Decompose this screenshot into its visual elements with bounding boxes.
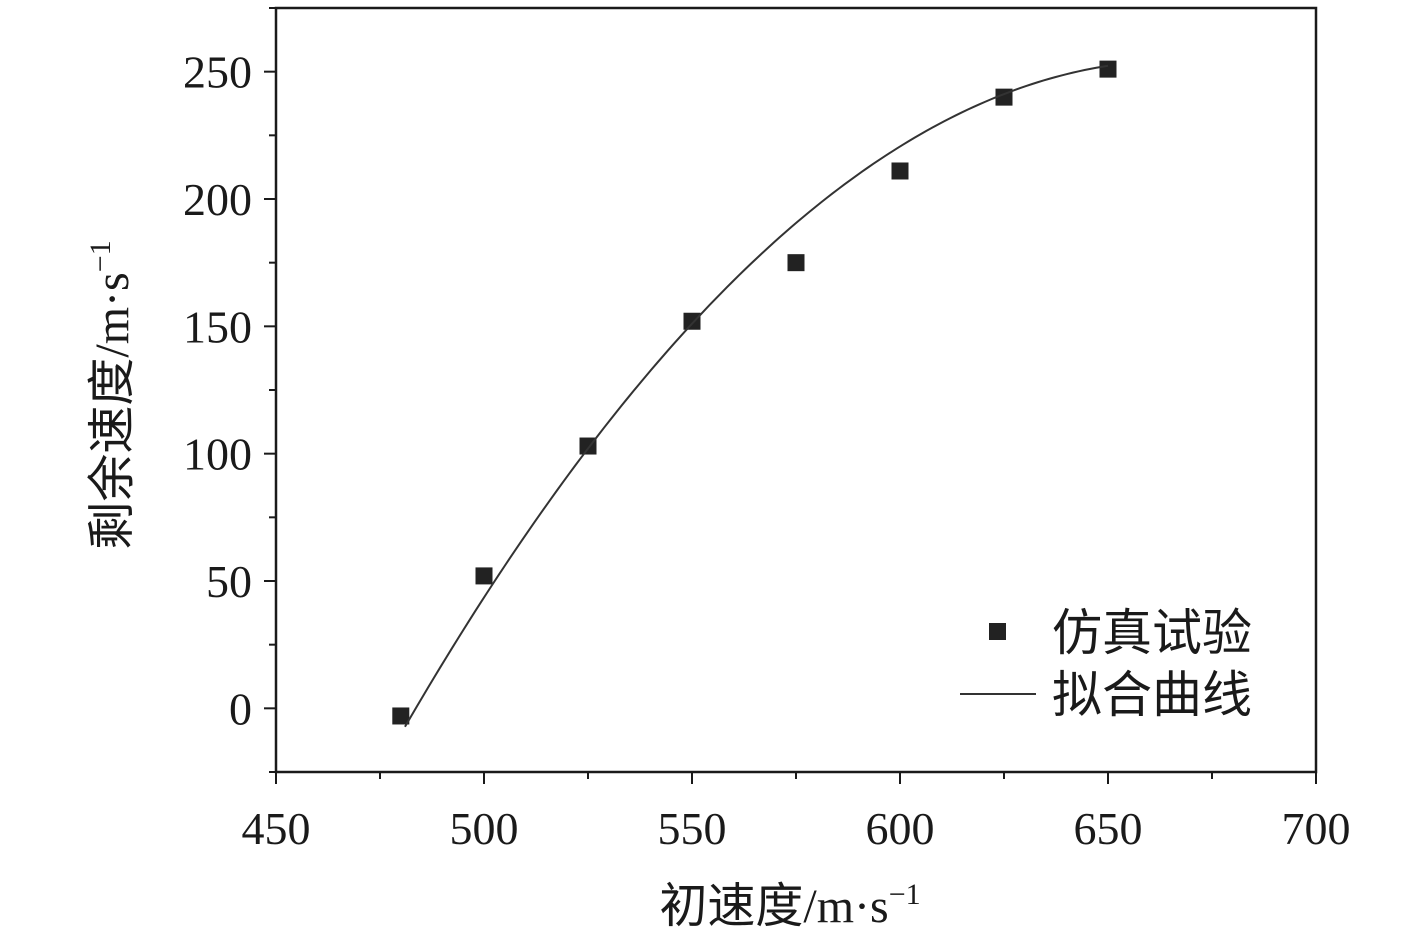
y-tick-label: 50 <box>206 556 252 607</box>
y-tick-label: 0 <box>229 683 252 734</box>
x-tick-label: 650 <box>1074 803 1143 854</box>
x-tick-label: 450 <box>242 803 311 854</box>
x-axis-title-superscript: −1 <box>889 878 921 911</box>
x-axis-title-text: 初速度/m·s <box>659 880 888 933</box>
x-axis-title: 初速度/m·s−1 <box>659 878 920 933</box>
y-axis-title-superscript: −1 <box>84 240 117 272</box>
x-tick-label: 550 <box>658 803 727 854</box>
scatter-point <box>1099 60 1117 78</box>
scatter-point <box>683 312 701 330</box>
y-axis-title-text: 剩余速度/m·s <box>86 272 139 549</box>
scatter-point <box>891 162 909 180</box>
legend-label-line: 拟合曲线 <box>1052 667 1252 723</box>
y-tick-label: 100 <box>183 429 252 480</box>
y-tick-label: 250 <box>183 47 252 98</box>
x-tick-label: 600 <box>866 803 935 854</box>
y-axis-tick-labels: 0 50 100 150 200 250 <box>183 47 252 735</box>
x-tick-label: 700 <box>1282 803 1351 854</box>
scatter-point <box>475 567 493 585</box>
scatter-point <box>787 254 805 272</box>
x-tick-label: 500 <box>450 803 519 854</box>
scatter-point <box>392 707 410 725</box>
legend-label-scatter: 仿真试验 <box>1052 605 1252 661</box>
x-axis-ticks <box>275 772 1317 784</box>
fit-curve-line <box>404 64 1109 728</box>
y-axis-title: 剩余速度/m·s−1 <box>84 240 139 549</box>
legend-marker-scatter <box>989 623 1006 640</box>
y-tick-label: 200 <box>183 174 252 225</box>
series-layer <box>392 60 1117 728</box>
y-axis-ticks <box>264 7 276 773</box>
x-axis-tick-labels: 450 500 550 600 650 700 <box>242 803 1351 854</box>
legend: 仿真试验 拟合曲线 <box>960 605 1252 723</box>
y-tick-label: 150 <box>183 301 252 352</box>
